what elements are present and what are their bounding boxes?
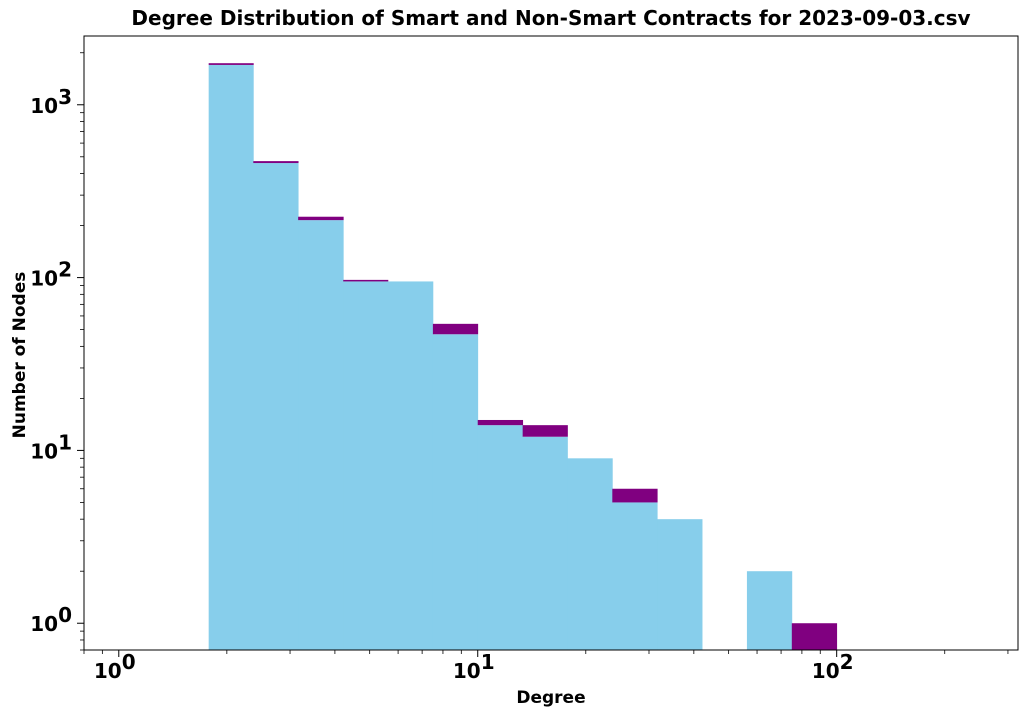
- y-axis-label: Number of Nodes: [10, 271, 30, 439]
- bar-series1-bin13: [746, 571, 793, 650]
- bar-series1-bin2: [253, 163, 299, 650]
- y-tick-label: 102: [30, 258, 72, 291]
- chart-title: Degree Distribution of Smart and Non-Sma…: [131, 6, 971, 30]
- x-axis-ticks: 100 101 102: [83, 650, 1009, 683]
- bar-series2-bin4: [343, 279, 389, 282]
- bar-series1-bin8: [522, 436, 568, 650]
- bar-series1-bin3: [298, 220, 344, 650]
- bar-series1-bin7: [477, 425, 524, 650]
- bar-series2-bin10: [612, 488, 658, 503]
- y-tick-label: 103: [30, 85, 72, 118]
- bar-series1-bin6: [432, 334, 479, 650]
- bar-series1-bin4: [343, 281, 389, 650]
- bar-series1-bin1: [208, 64, 254, 651]
- y-tick-label: 101: [30, 430, 72, 463]
- x-tick-label: 101: [453, 650, 495, 683]
- bar-series1-bin5: [387, 281, 434, 650]
- bar-series1-bin11: [657, 519, 703, 650]
- x-tick-label: 100: [94, 650, 136, 683]
- y-axis-ticks: 100 101 102 103: [30, 52, 84, 651]
- bar-series2-bin2: [253, 161, 299, 164]
- bar-series1-bin9: [567, 458, 613, 650]
- bar-series2-bin6: [432, 323, 479, 335]
- bar-series2-bin3: [298, 216, 344, 221]
- bar-series2-bin8: [522, 425, 568, 437]
- bar-series2-bin14: [791, 623, 838, 650]
- bar-series2-bin1: [208, 63, 254, 65]
- y-tick-label: 100: [30, 603, 72, 636]
- x-axis-label: Degree: [516, 688, 586, 708]
- bars-group: [208, 63, 838, 651]
- plot-frame: [83, 35, 1019, 651]
- bar-series2-bin7: [477, 419, 524, 426]
- x-tick-label: 102: [812, 650, 854, 683]
- bar-series1-bin10: [612, 502, 658, 650]
